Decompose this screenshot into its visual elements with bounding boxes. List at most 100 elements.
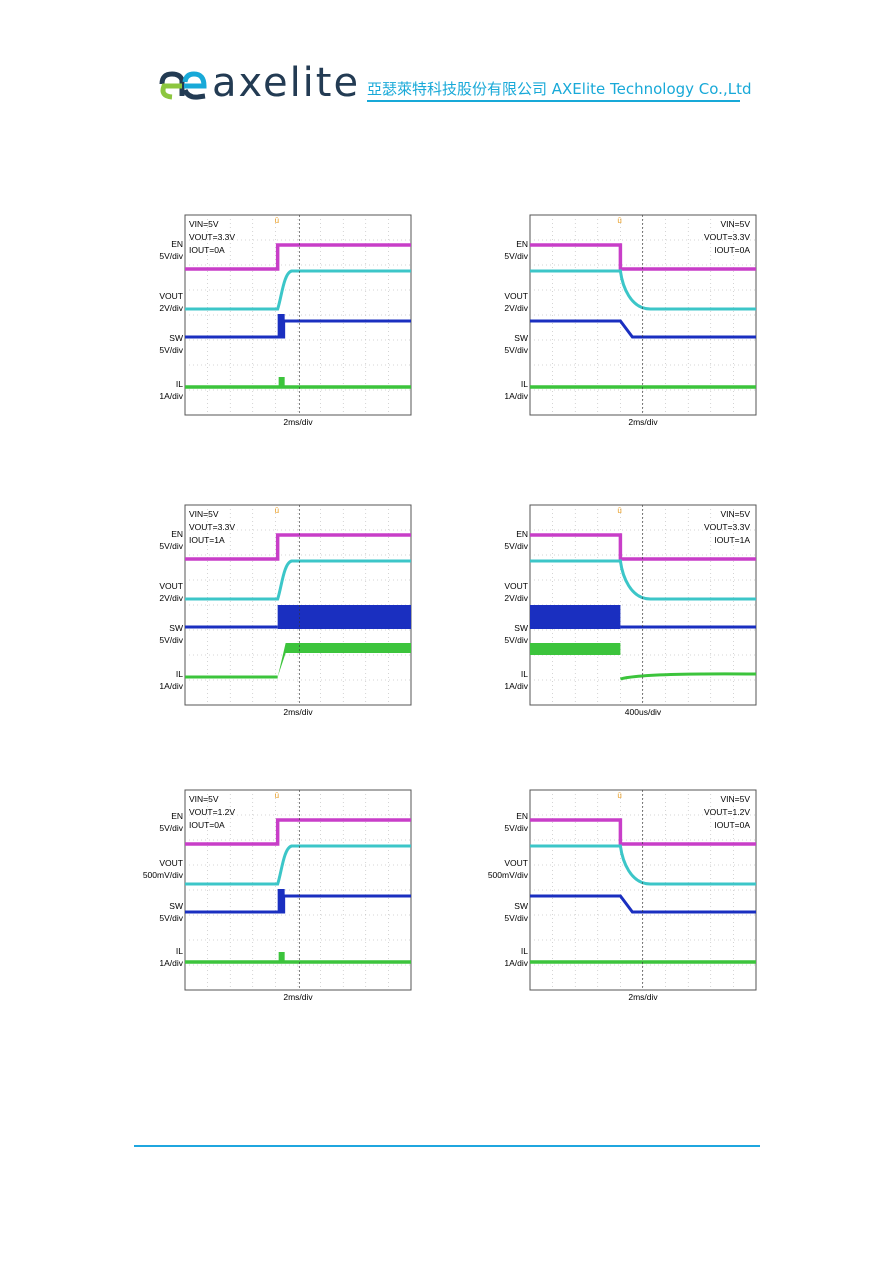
channel-label: 5V/div — [504, 635, 528, 645]
test-condition: IOUT=0A — [189, 245, 225, 255]
test-condition: IOUT=1A — [714, 535, 750, 545]
channel-label: SW — [514, 623, 528, 633]
en-trace — [185, 818, 411, 846]
channel-label: SW — [169, 901, 183, 911]
header-divider — [367, 100, 740, 102]
timebase-label: 2ms/div — [283, 992, 313, 1002]
scope-waveform: ū — [184, 214, 412, 416]
channel-label: 5V/div — [504, 913, 528, 923]
vout-trace — [185, 269, 411, 311]
sw-trace — [530, 894, 756, 914]
en-trace — [530, 533, 756, 561]
vout-trace — [185, 844, 411, 886]
test-condition: IOUT=0A — [714, 820, 750, 830]
channel-label: 5V/div — [159, 345, 183, 355]
channel-label: EN — [171, 811, 183, 821]
test-condition: VIN=5V — [720, 509, 750, 519]
trigger-marker: ū — [617, 791, 621, 800]
scope-capture-3: ū EN 5V/div VOUT 2V/div SW 5V/div IL 1A/div VIN=5… — [145, 497, 415, 722]
channel-label: 5V/div — [159, 541, 183, 551]
test-condition: VOUT=1.2V — [703, 807, 750, 817]
channel-label: 1A/div — [504, 958, 528, 968]
channel-label: IL — [520, 379, 528, 389]
il-inrush — [278, 377, 285, 387]
trigger-marker: ū — [275, 791, 279, 800]
vout-trace — [185, 559, 411, 601]
scope-capture-5: ū EN 5V/div VOUT 500mV/div SW 5V/div IL 1A/div VI… — [142, 782, 415, 1007]
scope-capture-4: ū EN 5V/div VOUT 2V/div SW 5V/div IL 1A/div VIN=5… — [490, 497, 760, 722]
trigger-marker: ū — [617, 216, 621, 225]
page-header: axelite 亞瑟萊特科技股份有限公司 AXElite Technology … — [0, 0, 892, 120]
en-trace — [185, 243, 411, 271]
il-ripple-band — [277, 643, 411, 677]
test-condition: VIN=5V — [189, 509, 219, 519]
test-condition: VOUT=3.3V — [703, 522, 750, 532]
channel-label: 5V/div — [504, 541, 528, 551]
scope-waveform: ū — [529, 789, 757, 991]
channel-label: 2V/div — [504, 303, 528, 313]
ae-logo-icon — [159, 71, 207, 100]
scope-waveform: ū — [529, 214, 757, 416]
channel-label: 5V/div — [159, 823, 183, 833]
channel-label: SW — [169, 623, 183, 633]
channel-label: VOUT — [159, 858, 183, 868]
test-condition: VIN=5V — [189, 794, 219, 804]
channel-label: 500mV/div — [487, 870, 528, 880]
brand-name: axelite — [212, 60, 361, 106]
channel-label: IL — [175, 669, 183, 679]
timebase-label: 400us/div — [624, 707, 662, 717]
channel-label: EN — [516, 811, 528, 821]
scope-waveform: ū — [184, 789, 412, 991]
footer-divider — [134, 1145, 760, 1147]
trigger-marker: ū — [275, 216, 279, 225]
channel-label: VOUT — [159, 581, 183, 591]
vout-trace — [530, 844, 756, 886]
channel-label: SW — [514, 333, 528, 343]
channel-label: 1A/div — [159, 681, 183, 691]
sw-burst — [277, 314, 285, 338]
timebase-label: 2ms/div — [628, 992, 658, 1002]
channel-label: EN — [516, 239, 528, 249]
sw-trace — [530, 319, 756, 339]
channel-label: 1A/div — [504, 391, 528, 401]
channel-label: 2V/div — [159, 593, 183, 603]
test-condition: IOUT=1A — [189, 535, 225, 545]
scope-capture-1: ū EN 5V/div VOUT 2V/div SW 5V/div IL 1A/div VIN=5… — [145, 207, 415, 432]
channel-label: 5V/div — [504, 345, 528, 355]
vout-trace — [530, 269, 756, 311]
test-condition: VOUT=3.3V — [189, 232, 236, 242]
timebase-label: 2ms/div — [628, 417, 658, 427]
sw-switching-band — [530, 605, 621, 629]
en-trace — [185, 533, 411, 561]
channel-label: 2V/div — [504, 593, 528, 603]
channel-label: 5V/div — [159, 635, 183, 645]
timebase-label: 2ms/div — [283, 707, 313, 717]
il-inrush — [278, 952, 285, 962]
test-condition: VOUT=1.2V — [189, 807, 236, 817]
channel-label: 5V/div — [504, 823, 528, 833]
channel-label: 1A/div — [159, 958, 183, 968]
channel-label: VOUT — [504, 581, 528, 591]
test-condition: IOUT=0A — [189, 820, 225, 830]
en-trace — [530, 243, 756, 271]
test-condition: VOUT=3.3V — [189, 522, 236, 532]
test-condition: VIN=5V — [720, 794, 750, 804]
channel-label: 500mV/div — [142, 870, 183, 880]
il-ripple-band — [530, 643, 621, 655]
trigger-marker: ū — [617, 506, 621, 515]
sw-switching-band — [277, 605, 411, 629]
channel-label: VOUT — [504, 291, 528, 301]
test-condition: VIN=5V — [189, 219, 219, 229]
vout-trace — [530, 559, 756, 601]
channel-label: 2V/div — [159, 303, 183, 313]
channel-label: SW — [169, 333, 183, 343]
channel-label: 1A/div — [159, 391, 183, 401]
channel-label: 5V/div — [159, 913, 183, 923]
test-condition: VOUT=3.3V — [703, 232, 750, 242]
timebase-label: 2ms/div — [283, 417, 313, 427]
test-condition: VIN=5V — [720, 219, 750, 229]
channel-label: EN — [171, 529, 183, 539]
test-condition: IOUT=0A — [714, 245, 750, 255]
channel-label: VOUT — [504, 858, 528, 868]
en-trace — [530, 818, 756, 846]
